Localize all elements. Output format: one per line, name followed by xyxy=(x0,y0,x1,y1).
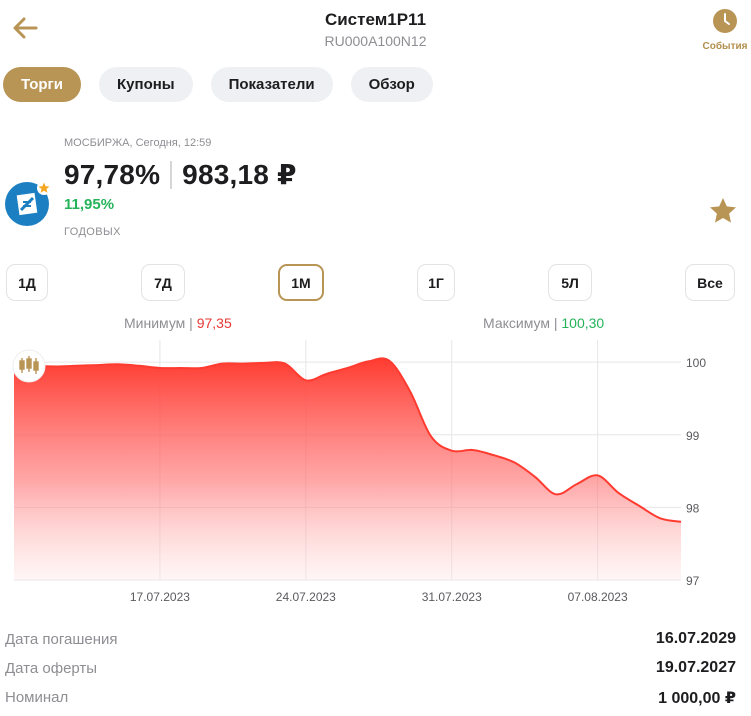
period-all-button[interactable]: Все xyxy=(685,264,735,301)
x-tick-label: 07.08.2023 xyxy=(568,590,628,604)
minimum-label: Минимум xyxy=(124,315,186,331)
y-tick-label: 98 xyxy=(686,501,700,515)
minimum-value: 97,35 xyxy=(196,315,232,331)
y-tick-label: 100 xyxy=(686,356,706,370)
x-tick-label: 17.07.2023 xyxy=(130,590,190,604)
price-point xyxy=(576,484,577,485)
price-point xyxy=(159,368,160,369)
price-point xyxy=(118,364,119,365)
price-point xyxy=(555,494,556,495)
price-point xyxy=(389,360,390,361)
x-tick-label: 24.07.2023 xyxy=(276,590,336,604)
price-point xyxy=(681,521,682,522)
yield-label: ГОДОВЫХ xyxy=(64,226,121,238)
period-selector: 1Д 7Д 1М 1Г 5Л Все xyxy=(0,264,751,302)
price-line xyxy=(13,357,682,523)
y-tick-label: 99 xyxy=(686,429,700,443)
price-point xyxy=(326,373,327,374)
price-point xyxy=(660,518,661,519)
price-area-fill xyxy=(14,358,681,580)
candlestick-icon xyxy=(19,356,39,374)
price-point xyxy=(618,492,619,493)
price-divider xyxy=(170,160,173,189)
tab-indicators[interactable]: Показатели xyxy=(210,67,333,102)
maturity-date-value: 16.07.2029 xyxy=(655,630,736,647)
price-point xyxy=(305,380,306,381)
period-1d-button[interactable]: 1Д xyxy=(6,264,48,301)
price-point xyxy=(55,366,56,367)
price-point xyxy=(514,462,515,463)
price-point xyxy=(180,368,181,369)
page-title: Систем1P11 xyxy=(324,10,427,29)
period-1m-button[interactable]: 1М xyxy=(278,264,324,301)
back-arrow-icon[interactable] xyxy=(10,12,42,44)
property-row: Номинал 1 000,00 ₽ xyxy=(0,686,751,710)
price-point xyxy=(139,365,140,366)
price-point xyxy=(222,363,223,364)
property-row: Дата погашения 16.07.2029 xyxy=(0,628,751,652)
price-row: 97,78% 983,18 ₽ xyxy=(64,158,297,191)
property-row: Дата оферты 19.07.2027 xyxy=(0,657,751,681)
isin-code: RU000A100N12 xyxy=(324,33,427,49)
price-point xyxy=(472,450,473,451)
price-percent: 97,78% xyxy=(64,158,161,190)
price-point xyxy=(243,363,244,364)
price-point xyxy=(264,362,265,363)
price-point xyxy=(285,363,286,364)
price-point xyxy=(639,505,640,506)
tab-overview[interactable]: Обзор xyxy=(350,67,433,102)
events-label: События xyxy=(702,41,748,52)
exchange-timestamp: МОСБИРЖА, Сегодня, 12:59 xyxy=(64,137,212,149)
star-icon xyxy=(710,198,736,223)
price-point xyxy=(368,361,369,362)
price-point xyxy=(410,391,411,392)
price-point xyxy=(493,455,494,456)
quote-block: МОСБИРЖА, Сегодня, 12:59 97,78% 983,18 ₽… xyxy=(0,130,751,245)
favorite-button[interactable] xyxy=(708,196,738,226)
price-point xyxy=(430,436,431,437)
maturity-date-label: Дата погашения xyxy=(5,631,118,648)
price-chart[interactable]: 100 99 98 97 17.07.2023 24.07.2023 31.07.2023 0… xyxy=(0,336,751,608)
header: Систем1P11 RU000A100N12 События xyxy=(0,0,751,60)
nominal-label: Номинал xyxy=(5,689,69,706)
x-tick-label: 31.07.2023 xyxy=(422,590,482,604)
period-5y-button[interactable]: 5Л xyxy=(548,264,592,301)
tab-trading[interactable]: Торги xyxy=(3,67,82,102)
price-point xyxy=(76,365,77,366)
price-point xyxy=(535,476,536,477)
section-tabs: Торги Купоны Показатели Обзор xyxy=(3,67,433,102)
price-point xyxy=(597,475,598,476)
minimum-readout: Минимум | 97,35 xyxy=(124,315,232,331)
price-point xyxy=(97,365,98,366)
clock-icon xyxy=(713,9,737,33)
period-1y-button[interactable]: 1Г xyxy=(417,264,455,301)
nominal-value: 1 000,00 ₽ xyxy=(658,690,736,707)
maximum-value: 100,30 xyxy=(561,315,605,331)
tab-coupons[interactable]: Купоны xyxy=(99,67,193,102)
maximum-readout: Максимум | 100,30 xyxy=(483,315,605,331)
candles-toggle-button[interactable] xyxy=(12,349,46,383)
offer-date-label: Дата оферты xyxy=(5,660,98,677)
issuer-logo xyxy=(5,180,51,226)
yield-value: 11,95% xyxy=(64,196,115,213)
price-point xyxy=(347,368,348,369)
maximum-label: Максимум xyxy=(483,315,550,331)
star-badge-icon xyxy=(38,182,50,193)
price-rub: 983,18 ₽ xyxy=(182,159,297,190)
events-button[interactable]: События xyxy=(699,8,751,52)
price-point xyxy=(201,368,202,369)
y-tick-label: 97 xyxy=(686,574,700,588)
title-block: Систем1P11 RU000A100N12 xyxy=(0,10,751,51)
price-point xyxy=(451,450,452,451)
price-chart-svg: 100 99 98 97 17.07.2023 24.07.2023 31.07.2023 0… xyxy=(12,340,706,604)
offer-date-value: 19.07.2027 xyxy=(655,659,736,676)
period-7d-button[interactable]: 7Д xyxy=(141,264,185,301)
